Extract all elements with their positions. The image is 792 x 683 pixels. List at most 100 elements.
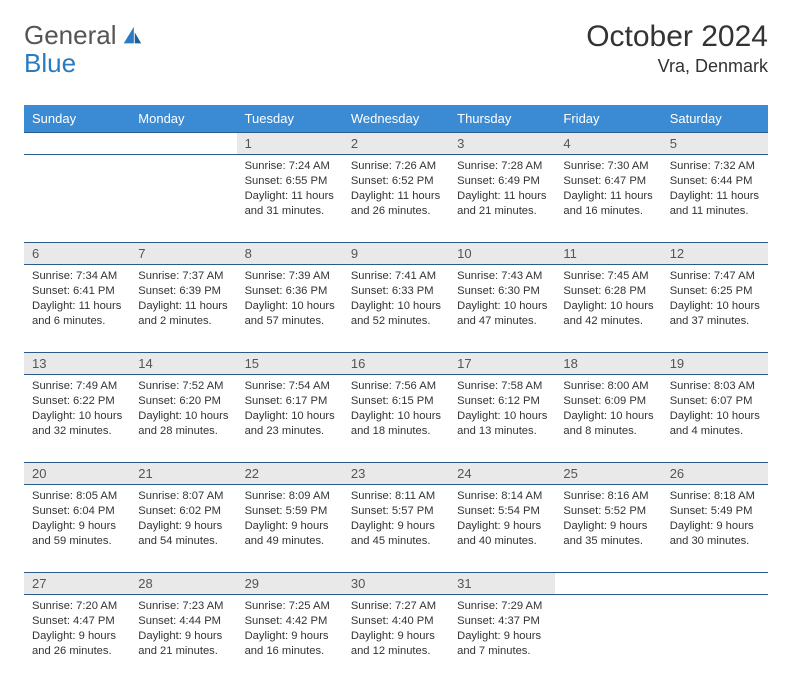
sunrise-text: Sunrise: 7:49 AM <box>32 379 124 394</box>
daylight-text: Daylight: 10 hours and 18 minutes. <box>351 409 443 439</box>
sunset-text: Sunset: 6:52 PM <box>351 174 443 189</box>
day-details: Sunrise: 7:24 AMSunset: 6:55 PMDaylight:… <box>237 155 343 223</box>
day-details: Sunrise: 7:29 AMSunset: 4:37 PMDaylight:… <box>449 595 555 663</box>
day-content-row: Sunrise: 7:49 AMSunset: 6:22 PM Daylight:… <box>24 375 768 463</box>
daylight-text: Daylight: 11 hours and 31 minutes. <box>245 189 337 219</box>
day-number-cell <box>24 133 130 155</box>
day-cell <box>662 595 768 683</box>
day-details: Sunrise: 8:00 AMSunset: 6:09 PMDaylight:… <box>555 375 661 443</box>
daylight-text: Daylight: 9 hours and 16 minutes. <box>245 629 337 659</box>
daylight-text: Daylight: 11 hours and 6 minutes. <box>32 299 124 329</box>
day-number-cell: 1 <box>237 133 343 155</box>
sunset-text: Sunset: 6:25 PM <box>670 284 762 299</box>
day-header: Monday <box>130 105 236 133</box>
day-number-row: 2728293031 <box>24 573 768 595</box>
sunrise-text: Sunrise: 8:16 AM <box>563 489 655 504</box>
day-details: Sunrise: 7:43 AMSunset: 6:30 PMDaylight:… <box>449 265 555 333</box>
sunset-text: Sunset: 5:57 PM <box>351 504 443 519</box>
day-details: Sunrise: 7:26 AMSunset: 6:52 PMDaylight:… <box>343 155 449 223</box>
sunrise-text: Sunrise: 8:00 AM <box>563 379 655 394</box>
brand-text-1: General <box>24 20 117 51</box>
day-cell: Sunrise: 7:32 AMSunset: 6:44 PMDaylight:… <box>662 155 768 243</box>
day-details: Sunrise: 8:09 AMSunset: 5:59 PMDaylight:… <box>237 485 343 553</box>
daylight-text: Daylight: 10 hours and 52 minutes. <box>351 299 443 329</box>
day-cell: Sunrise: 7:28 AMSunset: 6:49 PMDaylight:… <box>449 155 555 243</box>
sunset-text: Sunset: 6:04 PM <box>32 504 124 519</box>
sunset-text: Sunset: 6:49 PM <box>457 174 549 189</box>
day-details: Sunrise: 7:37 AMSunset: 6:39 PMDaylight:… <box>130 265 236 333</box>
day-number-cell <box>662 573 768 595</box>
sunset-text: Sunset: 4:47 PM <box>32 614 124 629</box>
day-details: Sunrise: 7:49 AMSunset: 6:22 PMDaylight:… <box>24 375 130 443</box>
day-number-cell: 12 <box>662 243 768 265</box>
day-details: Sunrise: 7:25 AMSunset: 4:42 PMDaylight:… <box>237 595 343 663</box>
day-details: Sunrise: 8:07 AMSunset: 6:02 PMDaylight:… <box>130 485 236 553</box>
day-details: Sunrise: 8:03 AMSunset: 6:07 PMDaylight:… <box>662 375 768 443</box>
day-cell: Sunrise: 8:11 AMSunset: 5:57 PMDaylight:… <box>343 485 449 573</box>
sunrise-text: Sunrise: 7:26 AM <box>351 159 443 174</box>
sail-icon <box>121 25 143 47</box>
day-cell: Sunrise: 7:54 AMSunset: 6:17 PMDaylight:… <box>237 375 343 463</box>
sunrise-text: Sunrise: 8:05 AM <box>32 489 124 504</box>
sunrise-text: Sunrise: 7:34 AM <box>32 269 124 284</box>
daylight-text: Daylight: 9 hours and 49 minutes. <box>245 519 337 549</box>
sunrise-text: Sunrise: 7:52 AM <box>138 379 230 394</box>
day-details: Sunrise: 7:47 AMSunset: 6:25 PMDaylight:… <box>662 265 768 333</box>
daylight-text: Daylight: 10 hours and 37 minutes. <box>670 299 762 329</box>
sunset-text: Sunset: 6:41 PM <box>32 284 124 299</box>
day-details: Sunrise: 7:20 AMSunset: 4:47 PMDaylight:… <box>24 595 130 663</box>
sunset-text: Sunset: 4:44 PM <box>138 614 230 629</box>
daylight-text: Daylight: 9 hours and 35 minutes. <box>563 519 655 549</box>
day-details: Sunrise: 7:30 AMSunset: 6:47 PMDaylight:… <box>555 155 661 223</box>
sunrise-text: Sunrise: 7:24 AM <box>245 159 337 174</box>
daylight-text: Daylight: 9 hours and 54 minutes. <box>138 519 230 549</box>
day-cell: Sunrise: 7:58 AMSunset: 6:12 PMDaylight:… <box>449 375 555 463</box>
day-cell: Sunrise: 7:49 AMSunset: 6:22 PMDaylight:… <box>24 375 130 463</box>
day-details: Sunrise: 8:18 AMSunset: 5:49 PMDaylight:… <box>662 485 768 553</box>
day-cell <box>24 155 130 243</box>
sunset-text: Sunset: 4:37 PM <box>457 614 549 629</box>
day-cell: Sunrise: 7:37 AMSunset: 6:39 PMDaylight:… <box>130 265 236 353</box>
sunrise-text: Sunrise: 8:14 AM <box>457 489 549 504</box>
day-number-cell: 24 <box>449 463 555 485</box>
sunset-text: Sunset: 6:39 PM <box>138 284 230 299</box>
day-header: Sunday <box>24 105 130 133</box>
sunset-text: Sunset: 4:40 PM <box>351 614 443 629</box>
header: General October 2024 Vra, Denmark <box>24 20 768 77</box>
day-number-cell: 30 <box>343 573 449 595</box>
day-details: Sunrise: 7:45 AMSunset: 6:28 PMDaylight:… <box>555 265 661 333</box>
day-details: Sunrise: 8:14 AMSunset: 5:54 PMDaylight:… <box>449 485 555 553</box>
day-number-cell: 9 <box>343 243 449 265</box>
day-number-cell: 27 <box>24 573 130 595</box>
daylight-text: Daylight: 10 hours and 13 minutes. <box>457 409 549 439</box>
day-cell: Sunrise: 7:29 AMSunset: 4:37 PMDaylight:… <box>449 595 555 683</box>
calendar-header-row: SundayMondayTuesdayWednesdayThursdayFrid… <box>24 105 768 133</box>
sunset-text: Sunset: 6:30 PM <box>457 284 549 299</box>
day-cell: Sunrise: 8:18 AMSunset: 5:49 PMDaylight:… <box>662 485 768 573</box>
sunset-text: Sunset: 5:49 PM <box>670 504 762 519</box>
day-number-cell: 15 <box>237 353 343 375</box>
day-details: Sunrise: 7:39 AMSunset: 6:36 PMDaylight:… <box>237 265 343 333</box>
sunrise-text: Sunrise: 7:41 AM <box>351 269 443 284</box>
brand-logo: General <box>24 20 145 51</box>
day-details: Sunrise: 7:28 AMSunset: 6:49 PMDaylight:… <box>449 155 555 223</box>
day-cell: Sunrise: 7:25 AMSunset: 4:42 PMDaylight:… <box>237 595 343 683</box>
day-cell: Sunrise: 7:56 AMSunset: 6:15 PMDaylight:… <box>343 375 449 463</box>
sunrise-text: Sunrise: 7:37 AM <box>138 269 230 284</box>
daylight-text: Daylight: 10 hours and 8 minutes. <box>563 409 655 439</box>
daylight-text: Daylight: 9 hours and 30 minutes. <box>670 519 762 549</box>
sunrise-text: Sunrise: 7:30 AM <box>563 159 655 174</box>
sunset-text: Sunset: 6:22 PM <box>32 394 124 409</box>
day-number-cell: 25 <box>555 463 661 485</box>
daylight-text: Daylight: 11 hours and 11 minutes. <box>670 189 762 219</box>
daylight-text: Daylight: 9 hours and 7 minutes. <box>457 629 549 659</box>
sunset-text: Sunset: 6:12 PM <box>457 394 549 409</box>
daylight-text: Daylight: 11 hours and 16 minutes. <box>563 189 655 219</box>
brand-text-2: Blue <box>24 48 76 79</box>
daylight-text: Daylight: 10 hours and 23 minutes. <box>245 409 337 439</box>
daylight-text: Daylight: 10 hours and 42 minutes. <box>563 299 655 329</box>
day-details: Sunrise: 7:56 AMSunset: 6:15 PMDaylight:… <box>343 375 449 443</box>
day-details: Sunrise: 7:34 AMSunset: 6:41 PMDaylight:… <box>24 265 130 333</box>
daylight-text: Daylight: 9 hours and 45 minutes. <box>351 519 443 549</box>
day-number-cell: 14 <box>130 353 236 375</box>
